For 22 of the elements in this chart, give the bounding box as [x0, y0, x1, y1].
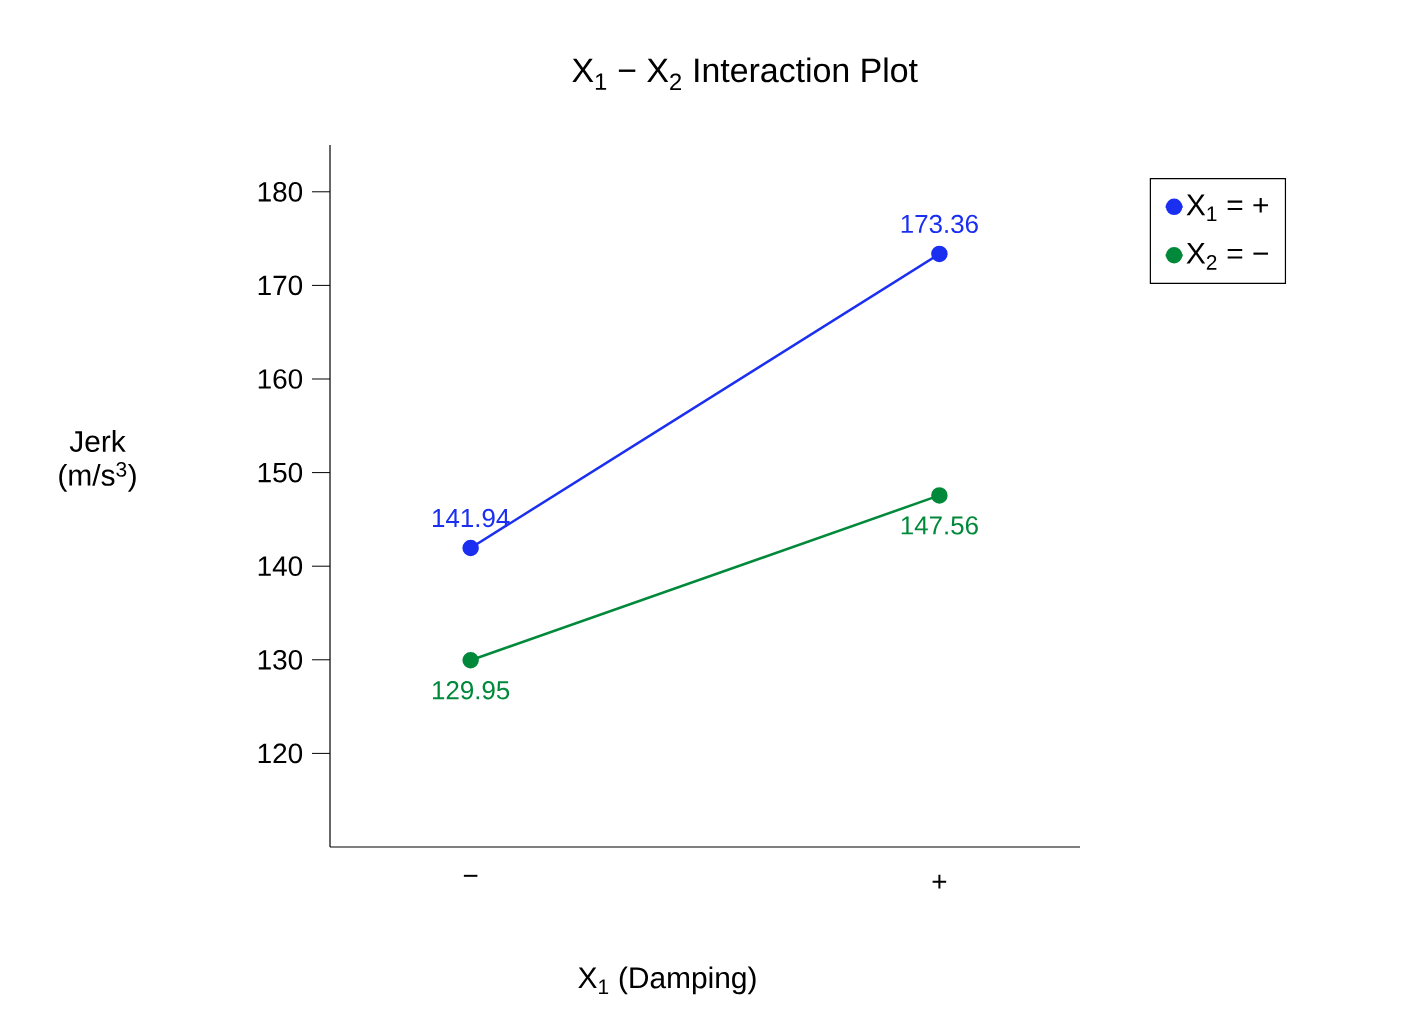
point	[462, 539, 479, 557]
legend-label: X$_{2}$ = −	[1186, 243, 1268, 270]
y-tick-label: 120	[258, 743, 303, 764]
point	[462, 652, 479, 669]
data-label: 173.36	[901, 214, 978, 234]
data-label: 147.56	[901, 516, 978, 535]
point	[931, 245, 948, 263]
x-tick-label: +	[932, 874, 947, 889]
y-tick-label: 160	[258, 369, 303, 389]
data-label: 141.94	[432, 508, 510, 528]
y-tick-label: 150	[258, 462, 303, 483]
chart-title: X$_{1}$ − X$_{2}$ Interaction Plot	[572, 57, 918, 91]
y-tick-label: 180	[258, 181, 303, 202]
data-label: 129.95	[432, 681, 510, 700]
legend-label: X$_{1}$ = +	[1186, 194, 1268, 221]
point	[931, 487, 948, 504]
y-tick-label: 170	[258, 275, 303, 296]
x-axis-title: X$_{1}$ (Damping)	[578, 966, 756, 995]
y-tick-label: 130	[258, 649, 303, 670]
x-tick-label: −	[463, 874, 478, 877]
y-tick-label: 140	[258, 556, 303, 577]
y-axis-title: Jerk (m/s$^{3}$)	[59, 430, 136, 492]
